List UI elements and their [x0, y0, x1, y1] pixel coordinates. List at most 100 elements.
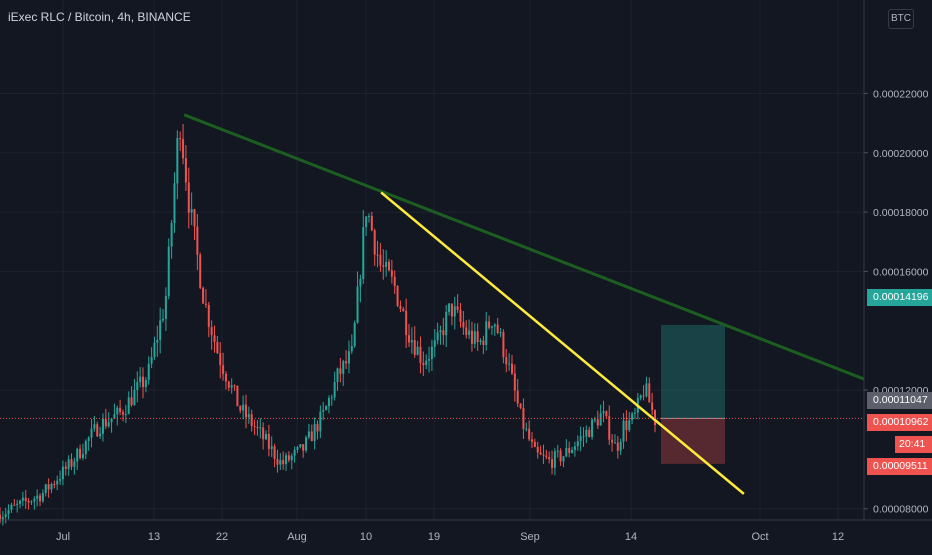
candle-body: [104, 418, 107, 427]
candle-body: [539, 452, 542, 455]
candle-body: [453, 306, 456, 317]
candle-body: [307, 431, 310, 438]
candle-body: [265, 434, 268, 440]
candle-body: [67, 459, 70, 469]
candle-body: [230, 385, 233, 388]
candle-body: [167, 246, 170, 297]
candle-body: [402, 308, 405, 311]
candle-body: [413, 340, 416, 355]
candle-body: [448, 303, 451, 312]
candle-body: [536, 446, 539, 453]
candle-body: [599, 413, 602, 426]
candle-body: [13, 504, 16, 506]
candle-body: [7, 509, 10, 515]
candle-body: [333, 381, 336, 398]
candle-body: [10, 504, 13, 510]
candle-body: [213, 335, 216, 342]
candle-body: [107, 422, 110, 427]
candle-body: [147, 363, 150, 381]
candle-body: [267, 434, 270, 449]
candle-body: [631, 413, 634, 421]
candle-body: [573, 446, 576, 450]
candle-body: [651, 402, 654, 411]
candle-body: [159, 320, 162, 340]
candle-body: [313, 424, 316, 442]
candle-body: [139, 376, 142, 383]
candle-body: [239, 406, 242, 411]
candle-body: [193, 209, 196, 227]
candle-body: [379, 254, 382, 266]
candle-body: [365, 216, 368, 228]
candle-body: [393, 276, 396, 287]
candle-body: [476, 331, 479, 342]
candle-body: [24, 497, 27, 501]
candle-body: [585, 429, 588, 437]
candle-body: [396, 286, 399, 306]
candle-body: [179, 138, 182, 140]
candle-body: [459, 309, 462, 322]
candle-body: [445, 311, 448, 336]
candle-body: [405, 310, 408, 336]
candle-body: [136, 382, 139, 390]
candle-body: [121, 412, 124, 415]
candle-body: [285, 455, 288, 465]
candle-body: [90, 428, 93, 438]
candle-body: [133, 389, 136, 406]
currency-button[interactable]: BTC: [888, 9, 914, 29]
candle-body: [144, 380, 147, 388]
candle-body: [224, 373, 227, 382]
x-tick-label: Aug: [287, 531, 307, 543]
candle-body: [270, 446, 273, 449]
candle-body: [625, 420, 628, 431]
candle-body: [442, 330, 445, 336]
candle-body: [30, 501, 33, 503]
candle-body: [642, 395, 645, 397]
candle-body: [522, 408, 525, 429]
y-tick-label: 0.00008000: [873, 504, 929, 516]
candle-body: [390, 270, 393, 277]
candle-body: [353, 322, 356, 347]
candle-body: [410, 340, 413, 343]
candle-body: [222, 365, 225, 374]
candle-body: [0, 514, 1, 522]
candle-body: [488, 321, 491, 328]
candle-body: [79, 448, 82, 458]
stop-price-label: 0.00009511: [867, 458, 932, 475]
candle-body: [36, 495, 39, 499]
y-tick-label: 0.00022000: [873, 88, 929, 100]
candle-body: [124, 413, 127, 415]
candle-body: [156, 339, 159, 343]
candle-body: [202, 287, 205, 304]
candle-body: [345, 361, 348, 364]
candle-body: [608, 416, 611, 440]
candle-body: [519, 403, 522, 409]
candle-body: [170, 222, 173, 247]
candle-body: [176, 138, 179, 184]
candle-body: [513, 373, 516, 391]
candle-body: [362, 227, 365, 280]
green-trendline: [183, 113, 896, 393]
candle-body: [110, 418, 113, 423]
candle-body: [496, 324, 499, 333]
candle-body: [305, 437, 308, 451]
candle-body: [493, 324, 496, 327]
candle-body: [622, 420, 625, 442]
candle-body: [236, 385, 239, 407]
candle-body: [473, 331, 476, 344]
candle-body: [508, 363, 511, 365]
candle-body: [293, 449, 296, 456]
x-tick-label: 13: [148, 531, 160, 543]
candle-body: [551, 459, 554, 468]
candle-body: [436, 332, 439, 341]
candle-body: [430, 346, 433, 360]
candle-body: [187, 182, 190, 213]
candles: [0, 123, 656, 526]
candle-body: [510, 363, 513, 374]
x-tick-label: 12: [832, 531, 844, 543]
target-zone: [661, 324, 725, 419]
candle-body: [142, 376, 145, 388]
candle-body: [287, 455, 290, 461]
candle-body: [210, 327, 213, 336]
candle-body: [233, 385, 236, 387]
candle-body: [96, 424, 99, 437]
